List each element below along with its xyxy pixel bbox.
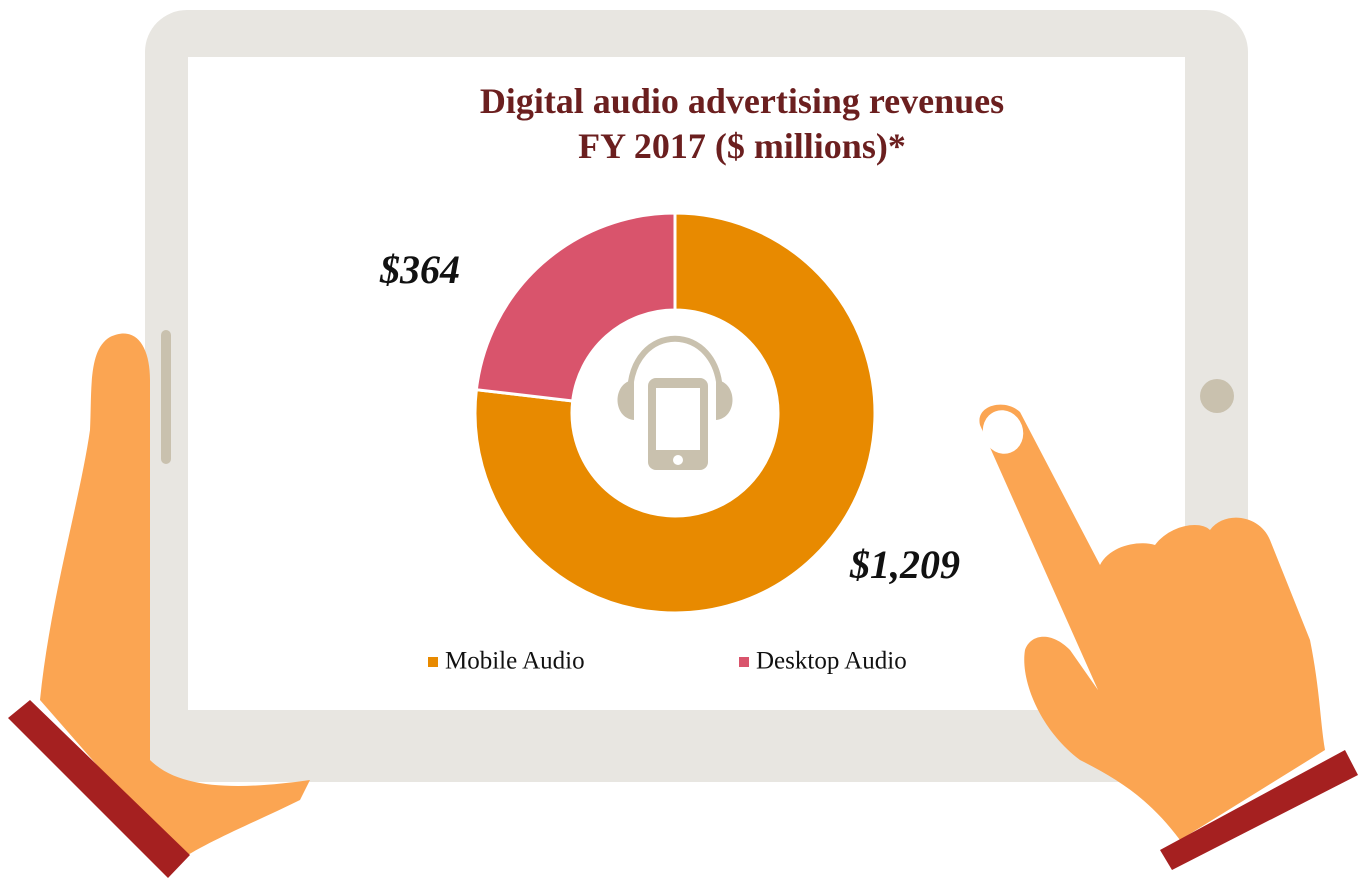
value-label: $1,209 <box>849 542 960 587</box>
donut-slice <box>474 211 677 403</box>
tablet-button[interactable] <box>1200 379 1234 413</box>
legend-label: Mobile Audio <box>445 648 585 675</box>
left-cuff <box>8 700 190 878</box>
chart-title: Digital audio advertising revenues <box>480 81 1004 121</box>
right-cuff <box>1160 750 1358 870</box>
legend-label: Desktop Audio <box>756 648 907 675</box>
fingernail <box>982 410 1024 454</box>
legend-swatch <box>428 657 438 667</box>
right-hand <box>979 404 1325 840</box>
left-hand <box>40 333 310 860</box>
donut <box>473 211 877 615</box>
tablet-slot <box>161 330 171 464</box>
donut-slice <box>473 211 877 615</box>
center-icon <box>617 335 733 470</box>
legend: Mobile Audio Desktop Audio <box>428 648 907 675</box>
chart-title: FY 2017 ($ millions)* <box>578 126 906 166</box>
value-label: $364 <box>379 247 460 292</box>
value-labels: $1,209 $364 <box>379 247 960 587</box>
legend-swatch <box>739 657 749 667</box>
